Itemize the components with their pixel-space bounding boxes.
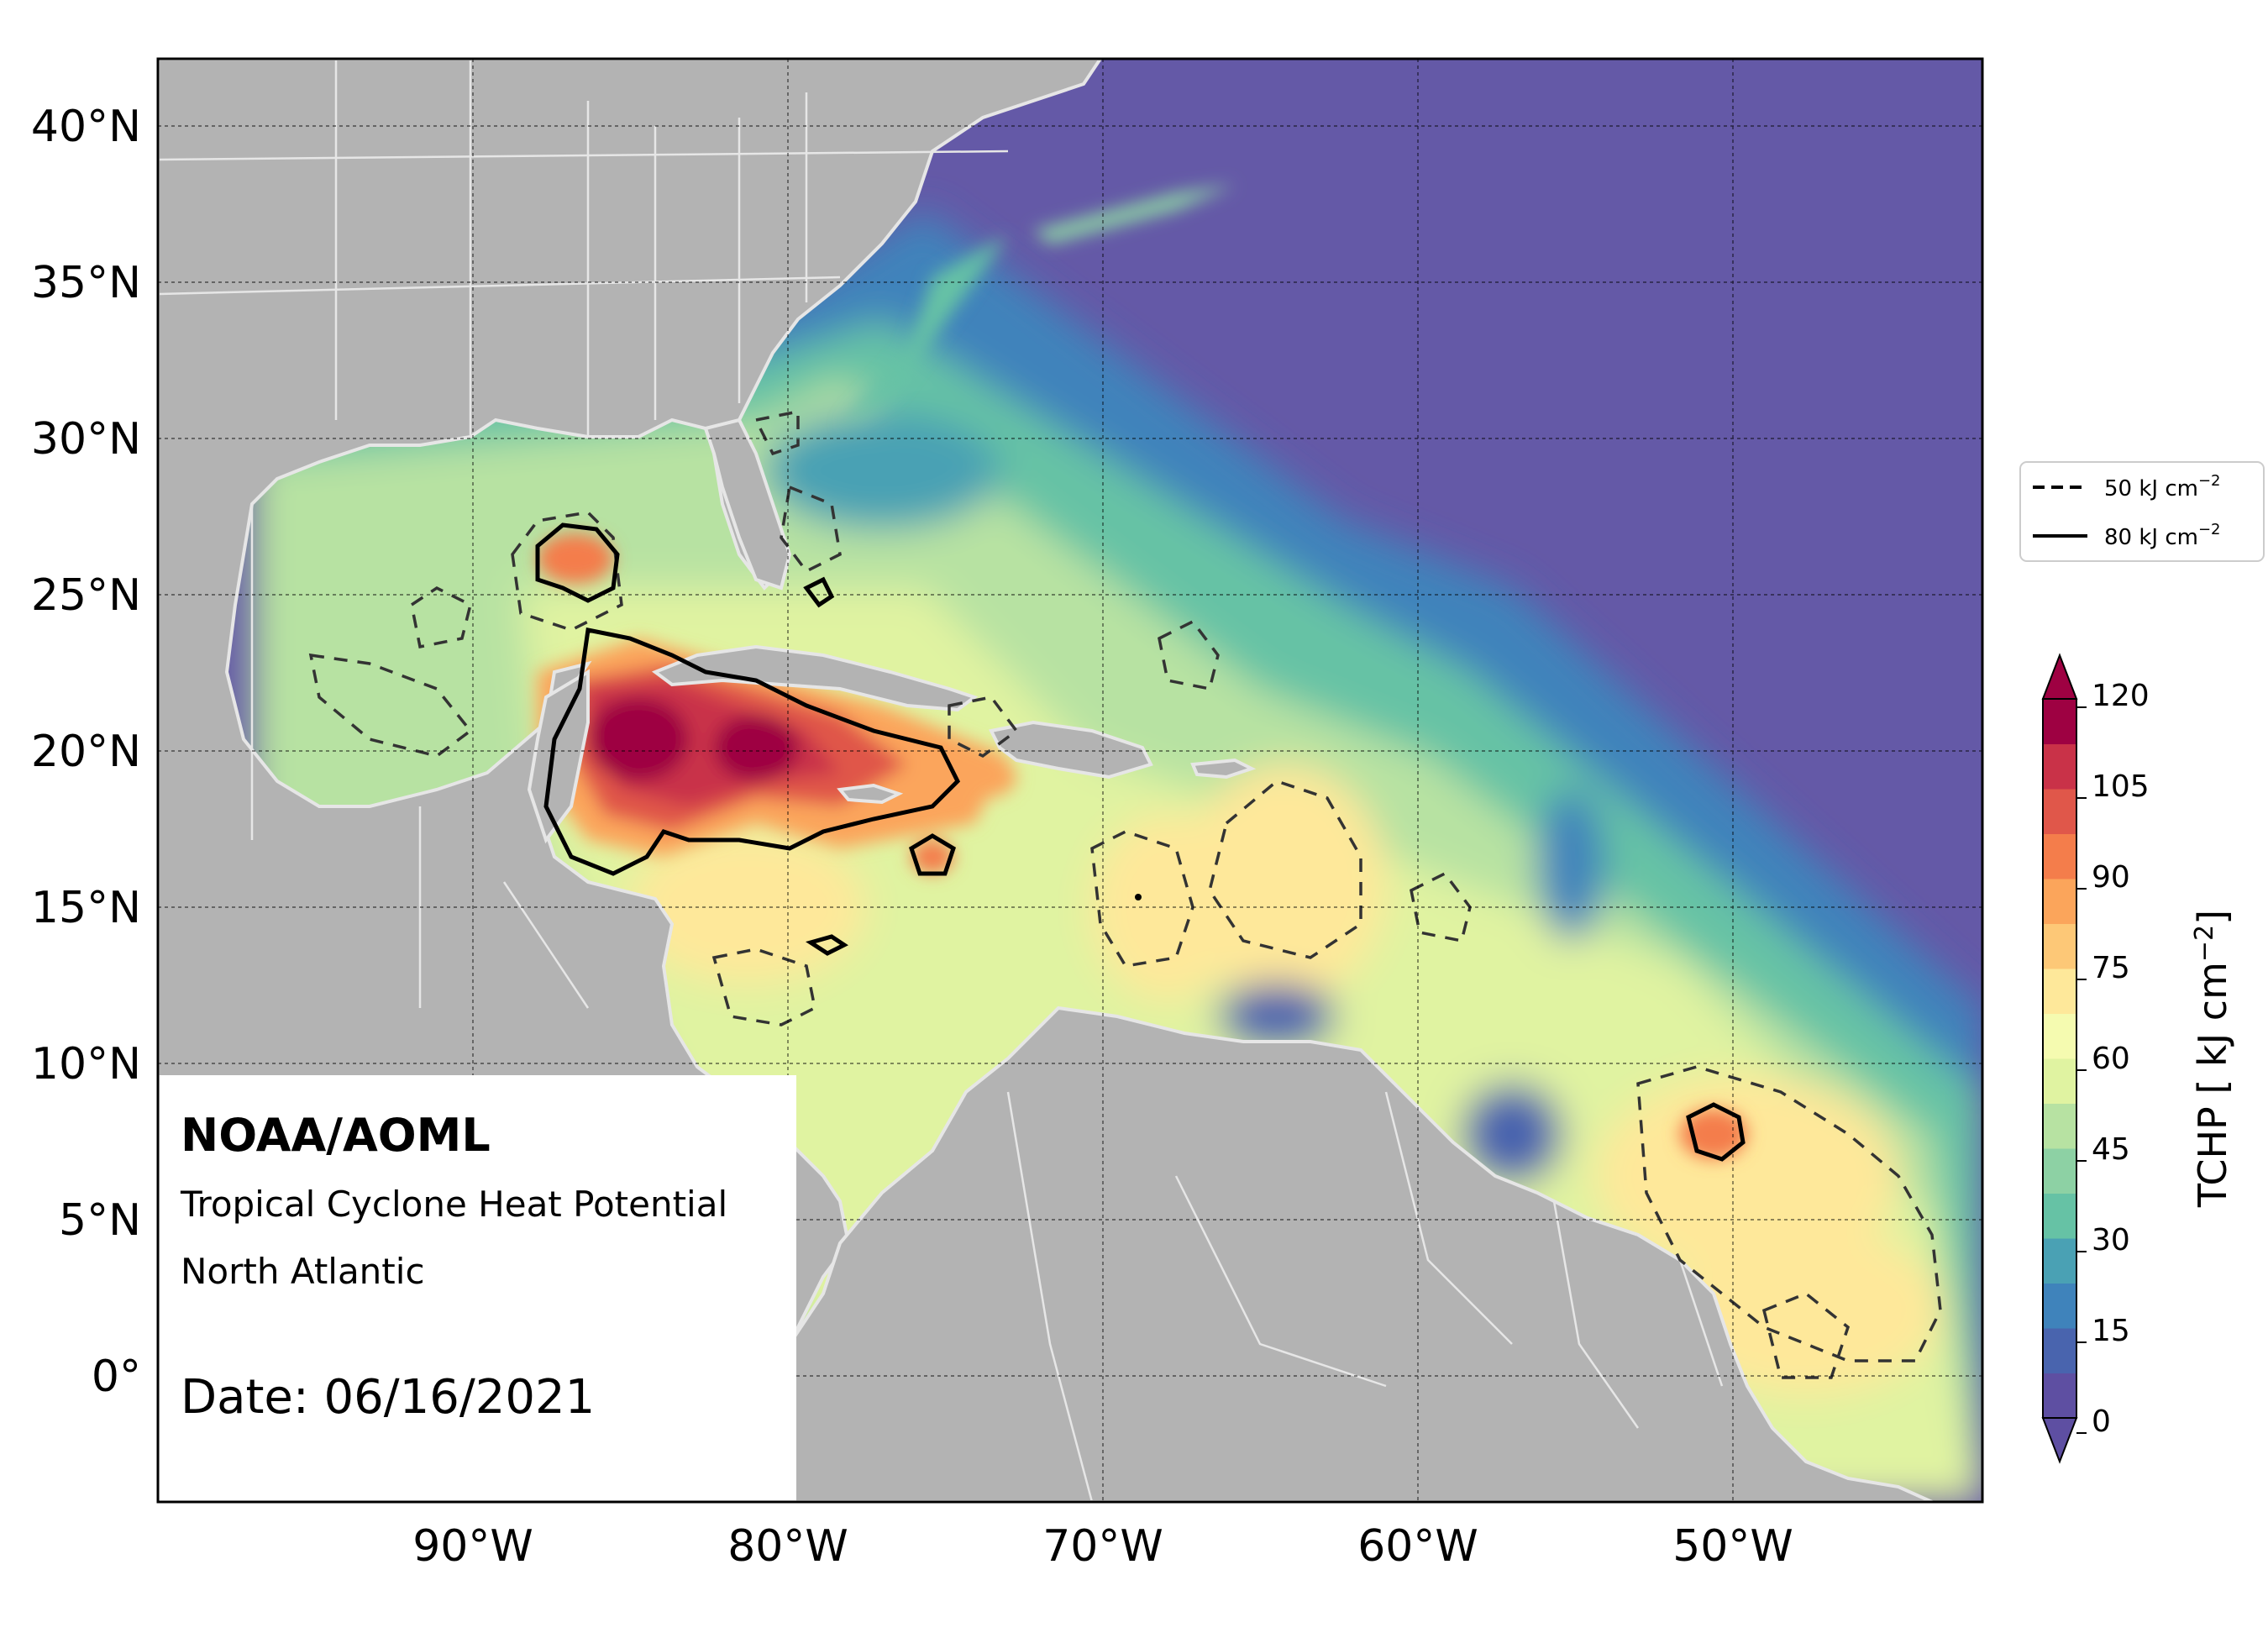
colorbar-tick-label: 75 (2092, 951, 2130, 985)
colorbar-title: TCHP [ kJ cm−2] (2190, 910, 2235, 1208)
map-area (158, 59, 1982, 1502)
contour-legend: 50 kJ cm−2 80 kJ cm−2 (2019, 461, 2265, 562)
colorbar-segment (2043, 1373, 2076, 1419)
hot-core (538, 533, 1747, 1159)
colorbar-segment (2043, 833, 2076, 879)
colorbar-segment (2043, 1013, 2076, 1059)
legend-label-50: 50 kJ cm−2 (2104, 472, 2221, 501)
colorbar-segment (2043, 1238, 2076, 1284)
colorbar-segment (2043, 1193, 2076, 1239)
y-tick-label: 0° (92, 1352, 141, 1402)
y-tick-label: 25°N (31, 570, 141, 621)
y-tick-label: 10°N (31, 1039, 141, 1089)
colorbar-tick-label: 90 (2092, 860, 2130, 895)
colorbar-extend-min (2041, 1417, 2078, 1464)
colorbar-segment (2043, 969, 2076, 1014)
colorbar-tick-label: 15 (2092, 1314, 2130, 1348)
colorbar-segment (2043, 743, 2076, 790)
x-tick-label: 70°W (1042, 1521, 1163, 1572)
colorbar-segment (2043, 1148, 2076, 1194)
colorbar-extend-max (2041, 653, 2078, 700)
colorbar-tick-label: 105 (2092, 769, 2150, 804)
org-label: NOAA/AOML (181, 1109, 491, 1162)
x-axis-ticks: 90°W 80°W 70°W 60°W 50°W (412, 1521, 1793, 1572)
colorbar-frame (2042, 698, 2077, 1419)
legend-label-80: 80 kJ cm−2 (2104, 521, 2221, 550)
contour-50 (308, 409, 1942, 1379)
colorbar-tick-label: 45 (2092, 1132, 2130, 1167)
colorbar-segment (2043, 699, 2076, 744)
colorbar-segment (2043, 1328, 2076, 1373)
product-label: Tropical Cyclone Heat Potential (180, 1184, 727, 1225)
colorbar-tick-label: 120 (2092, 679, 2150, 713)
colorbar-segment (2043, 923, 2076, 969)
y-tick-label: 20°N (31, 727, 141, 777)
info-box (158, 1075, 796, 1502)
x-tick-label: 50°W (1672, 1521, 1793, 1572)
y-tick-label: 35°N (31, 258, 141, 308)
region-label: North Atlantic (181, 1251, 425, 1292)
gulf-stream-plume (840, 185, 1235, 428)
y-tick-label: 15°N (31, 883, 141, 933)
x-tick-label: 60°W (1357, 1521, 1478, 1572)
colorbar-tick-label: 60 (2092, 1042, 2130, 1076)
colorbar-segment (2043, 1058, 2076, 1104)
date-label: Date: 06/16/2021 (181, 1370, 595, 1425)
x-tick-label: 90°W (412, 1521, 533, 1572)
colorbar-tick-label: 0 (2092, 1404, 2111, 1439)
colorbar-segment (2043, 1283, 2076, 1329)
y-tick-label: 30°N (31, 414, 141, 465)
y-axis-ticks: 40°N 35°N 30°N 25°N 20°N 15°N 10°N 5°N 0… (31, 102, 141, 1402)
colorbar (2041, 653, 2087, 1464)
political-borders (159, 59, 1724, 1502)
y-tick-label: 40°N (31, 102, 141, 152)
contour-80 (535, 522, 1746, 1162)
y-tick-label: 5°N (59, 1195, 141, 1246)
x-tick-label: 80°W (727, 1521, 848, 1572)
contour-point (1135, 894, 1142, 900)
colorbar-segment (2043, 1103, 2076, 1149)
map-frame (156, 57, 1984, 1504)
colorbar-segment (2043, 879, 2076, 924)
colorbar-tick-label: 30 (2092, 1223, 2130, 1257)
colorbar-segment (2043, 789, 2076, 834)
colorbar-ticks: 120 105 90 75 60 45 30 15 0 (2092, 679, 2150, 1439)
